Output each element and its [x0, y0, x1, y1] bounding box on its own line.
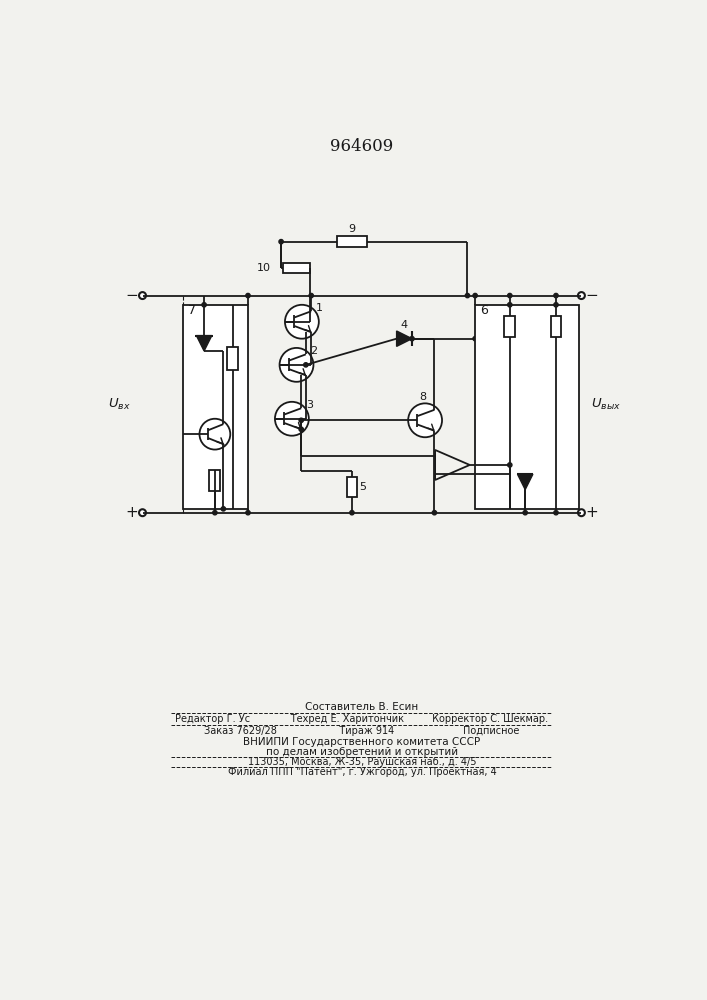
Text: 7: 7 [188, 304, 196, 317]
Circle shape [508, 303, 512, 307]
Text: по делам изобретений и открытий: по делам изобретений и открытий [266, 747, 458, 757]
Circle shape [139, 509, 146, 516]
Text: 3: 3 [305, 400, 312, 410]
Circle shape [279, 348, 313, 382]
Bar [284, 263, 310, 273]
Circle shape [221, 507, 226, 511]
Circle shape [279, 240, 284, 244]
Text: Заказ 7629/28                    Тираж 914                      Подписное: Заказ 7629/28 Тираж 914 Подписное [204, 726, 520, 736]
Text: +: + [125, 505, 138, 520]
Text: $U_{вых}$: $U_{вых}$ [591, 397, 621, 412]
Circle shape [285, 305, 319, 339]
Circle shape [299, 418, 303, 422]
Text: −: − [125, 288, 138, 303]
Circle shape [350, 511, 354, 515]
Bar [346, 477, 357, 497]
Text: 5: 5 [360, 482, 367, 492]
Circle shape [309, 293, 313, 298]
Text: Филиал ППП "Патент", г. Ужгород, ул. Проектная, 4: Филиал ППП "Патент", г. Ужгород, ул. Про… [228, 767, 496, 777]
Bar [475, 305, 579, 509]
Text: 8: 8 [419, 392, 426, 402]
Circle shape [299, 427, 303, 431]
Circle shape [213, 511, 217, 515]
Circle shape [473, 293, 477, 298]
Circle shape [199, 419, 230, 450]
Bar [227, 347, 238, 370]
Circle shape [554, 293, 558, 298]
Text: 6: 6 [481, 304, 489, 317]
Circle shape [275, 402, 309, 436]
Text: ВНИИПИ Государственного комитета СССР: ВНИИПИ Государственного комитета СССР [243, 737, 481, 747]
Text: 2: 2 [310, 346, 317, 356]
Circle shape [508, 463, 512, 467]
Text: 964609: 964609 [330, 138, 394, 155]
Text: 1: 1 [316, 303, 323, 313]
Text: 10: 10 [257, 263, 271, 273]
Text: −: − [586, 288, 599, 303]
Circle shape [554, 303, 558, 307]
Circle shape [473, 337, 477, 341]
Circle shape [202, 303, 206, 307]
Text: 113035, Москва, Ж-35, Раушская наб., д. 4/5: 113035, Москва, Ж-35, Раушская наб., д. … [247, 757, 477, 767]
Circle shape [554, 511, 558, 515]
Circle shape [465, 293, 469, 298]
Bar [182, 305, 248, 509]
Text: Составитель В. Есин: Составитель В. Есин [305, 702, 419, 712]
Bar [551, 316, 561, 337]
Polygon shape [197, 336, 212, 351]
Circle shape [304, 363, 308, 367]
Polygon shape [397, 331, 412, 346]
Polygon shape [518, 474, 533, 490]
Circle shape [246, 293, 250, 298]
Circle shape [408, 403, 442, 437]
Circle shape [139, 292, 146, 299]
Text: $U_{вх}$: $U_{вх}$ [108, 397, 131, 412]
Text: 4: 4 [401, 320, 408, 330]
Circle shape [410, 337, 414, 341]
Bar [504, 316, 515, 337]
Circle shape [246, 511, 250, 515]
Circle shape [508, 293, 512, 298]
Text: Редактор Г. Ус             Техред Е. Харитончик         Корректор С. Шекмар.: Редактор Г. Ус Техред Е. Харитончик Корр… [175, 714, 549, 724]
Circle shape [578, 292, 585, 299]
Bar [337, 236, 366, 247]
Circle shape [578, 509, 585, 516]
Circle shape [432, 511, 436, 515]
Text: +: + [586, 505, 599, 520]
Bar [209, 470, 221, 491]
Text: 9: 9 [349, 224, 356, 234]
Circle shape [523, 511, 527, 515]
